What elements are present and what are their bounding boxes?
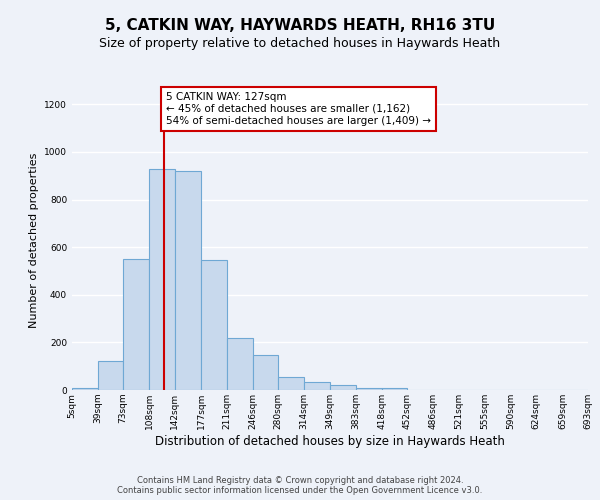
Bar [175,171,201,390]
Bar [123,259,149,390]
Bar [304,382,330,390]
Text: 5, CATKIN WAY, HAYWARDS HEATH, RH16 3TU: 5, CATKIN WAY, HAYWARDS HEATH, RH16 3TU [105,18,495,32]
Bar [227,338,253,390]
Bar [253,356,278,390]
Y-axis label: Number of detached properties: Number of detached properties [29,152,38,328]
Bar [330,385,355,390]
X-axis label: Distribution of detached houses by size in Haywards Heath: Distribution of detached houses by size … [155,434,505,448]
Text: 5 CATKIN WAY: 127sqm
← 45% of detached houses are smaller (1,162)
54% of semi-de: 5 CATKIN WAY: 127sqm ← 45% of detached h… [166,92,431,126]
Text: Size of property relative to detached houses in Haywards Heath: Size of property relative to detached ho… [100,38,500,51]
Bar [382,388,407,390]
Bar [72,388,97,390]
Bar [149,168,175,390]
Bar [97,362,123,390]
Bar [355,388,382,390]
Text: Contains HM Land Registry data © Crown copyright and database right 2024.
Contai: Contains HM Land Registry data © Crown c… [118,476,482,495]
Bar [201,260,227,390]
Bar [278,377,304,390]
